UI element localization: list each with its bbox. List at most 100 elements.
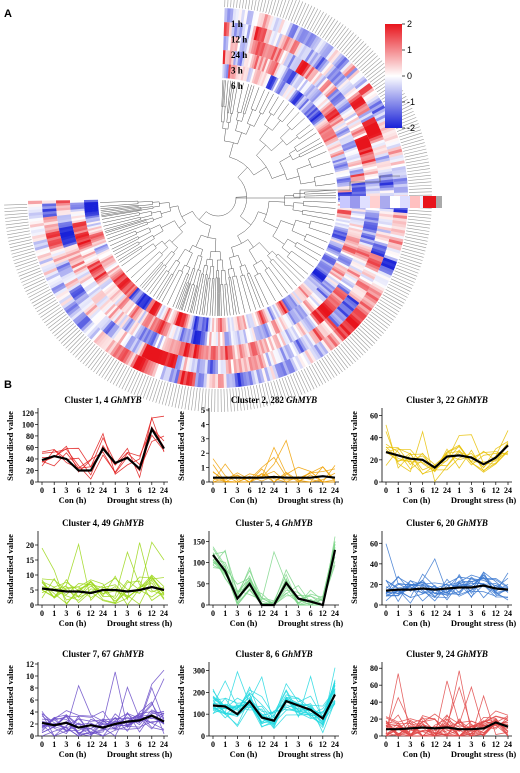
dendrogram-branch [316, 151, 327, 156]
heatmap-cell [148, 300, 158, 314]
gene-label-tick [345, 38, 362, 57]
heatmap-cell [387, 148, 403, 156]
dendrogram-branch [293, 192, 305, 195]
heatmap-cell [251, 341, 258, 356]
dendrogram-branch [224, 80, 226, 101]
heatmap-cell [317, 123, 331, 134]
heatmap-cell [301, 82, 313, 95]
heatmap-cell [364, 264, 379, 273]
gene-label-tick [19, 270, 42, 280]
gene-label-tick [367, 316, 386, 332]
heatmap-cell [72, 311, 86, 323]
heatmap-cell [365, 291, 379, 303]
heatmap-cell [272, 319, 281, 334]
heatmap-cell [268, 321, 277, 336]
heatmap-cell [84, 282, 98, 293]
heatmap-cell [106, 264, 120, 275]
heatmap-cell [318, 99, 331, 111]
dendrogram-arc [279, 161, 288, 180]
heatmap-cell [252, 355, 259, 370]
gene-label-tick [407, 171, 431, 175]
dendrogram-branch [196, 270, 201, 286]
heatmap-cell [271, 334, 280, 350]
gene-label-tick [270, 381, 278, 404]
heatmap-cell [356, 107, 371, 117]
gene-label-tick [400, 135, 423, 144]
heatmap-cell [61, 298, 76, 309]
dendrogram-arc [236, 111, 242, 114]
gene-label-tick [338, 32, 355, 51]
x-tick-label: 6 [482, 609, 486, 618]
x-tick-label: 6 [482, 486, 486, 495]
gene-label-tick [10, 245, 34, 252]
heatmap-cell [376, 230, 391, 237]
gene-label-tick [296, 2, 307, 24]
x-tick-label: 1 [284, 486, 288, 495]
y-tick-label: 80 [370, 664, 378, 673]
gene-label-tick [343, 36, 360, 55]
dendrogram-arc [239, 264, 246, 267]
heatmap-cell [302, 300, 314, 313]
heatmap-cell [365, 190, 380, 195]
heatmap-cell [93, 243, 108, 251]
heatmap-cell [104, 284, 117, 296]
heatmap-cell [379, 187, 394, 192]
gene-label-tick [338, 345, 354, 365]
gene-label-tick [306, 367, 318, 388]
group-label: Drought stress (h) [107, 618, 172, 628]
heatmap-cell [285, 22, 294, 37]
heatmap-cell [302, 31, 313, 46]
heatmap-cell [305, 105, 317, 117]
gene-label-tick [290, 0, 301, 22]
heatmap-cell [309, 273, 322, 285]
heatmap-cell [37, 251, 52, 260]
heatmap-cell [217, 331, 221, 347]
gene-label-tick [377, 301, 398, 315]
heatmap-cell [247, 53, 254, 68]
group-label: Con (h) [403, 618, 431, 628]
heatmap-cell [260, 367, 268, 383]
heatmap-cell [68, 306, 82, 319]
heatmap-cell [195, 344, 200, 359]
dendrogram-branch [311, 164, 320, 168]
heatmap-cell [196, 316, 202, 331]
heatmap-cell [373, 147, 388, 154]
y-tick-label: 300 [193, 667, 205, 676]
heatmap-cell [322, 104, 335, 116]
dendrogram-branch [161, 270, 167, 278]
heatmap-cell [237, 51, 242, 66]
heatmap-cell [294, 76, 305, 90]
heatmap-cell [113, 311, 125, 324]
heatmap-cell [108, 267, 122, 278]
heatmap-cell [80, 248, 95, 257]
heatmap-cell [165, 338, 173, 353]
heatmap-cell [311, 292, 324, 304]
dendrogram-branch [181, 296, 187, 311]
gene-label-tick [386, 286, 408, 298]
heatmap-cell [76, 270, 91, 280]
heatmap-cell [369, 136, 385, 145]
heatmap-cell [176, 369, 183, 385]
heatmap-cell [345, 270, 360, 281]
heatmap-cell [132, 355, 142, 370]
dendrogram-branch [164, 239, 170, 245]
heatmap-cell [60, 234, 76, 241]
heatmap-cell [328, 69, 341, 82]
heatmap-cell [372, 245, 387, 253]
dendrogram-arc [254, 272, 261, 277]
heatmap-cell [340, 250, 354, 259]
heatmap-cell [232, 330, 237, 346]
heatmap-cell [71, 214, 86, 219]
dendrogram-branch [189, 268, 196, 284]
heatmap-cell [205, 317, 209, 332]
heatmap-cell [352, 286, 366, 297]
x-tick-label: 3 [125, 740, 129, 749]
gene-label-tick [407, 221, 431, 226]
heatmap-cell [239, 315, 245, 330]
dendrogram-arc [168, 202, 171, 212]
gene-label-tick [408, 181, 432, 184]
heatmap-cell [317, 286, 330, 298]
heatmap-cell [361, 87, 375, 99]
dendrogram-arc [292, 202, 294, 210]
